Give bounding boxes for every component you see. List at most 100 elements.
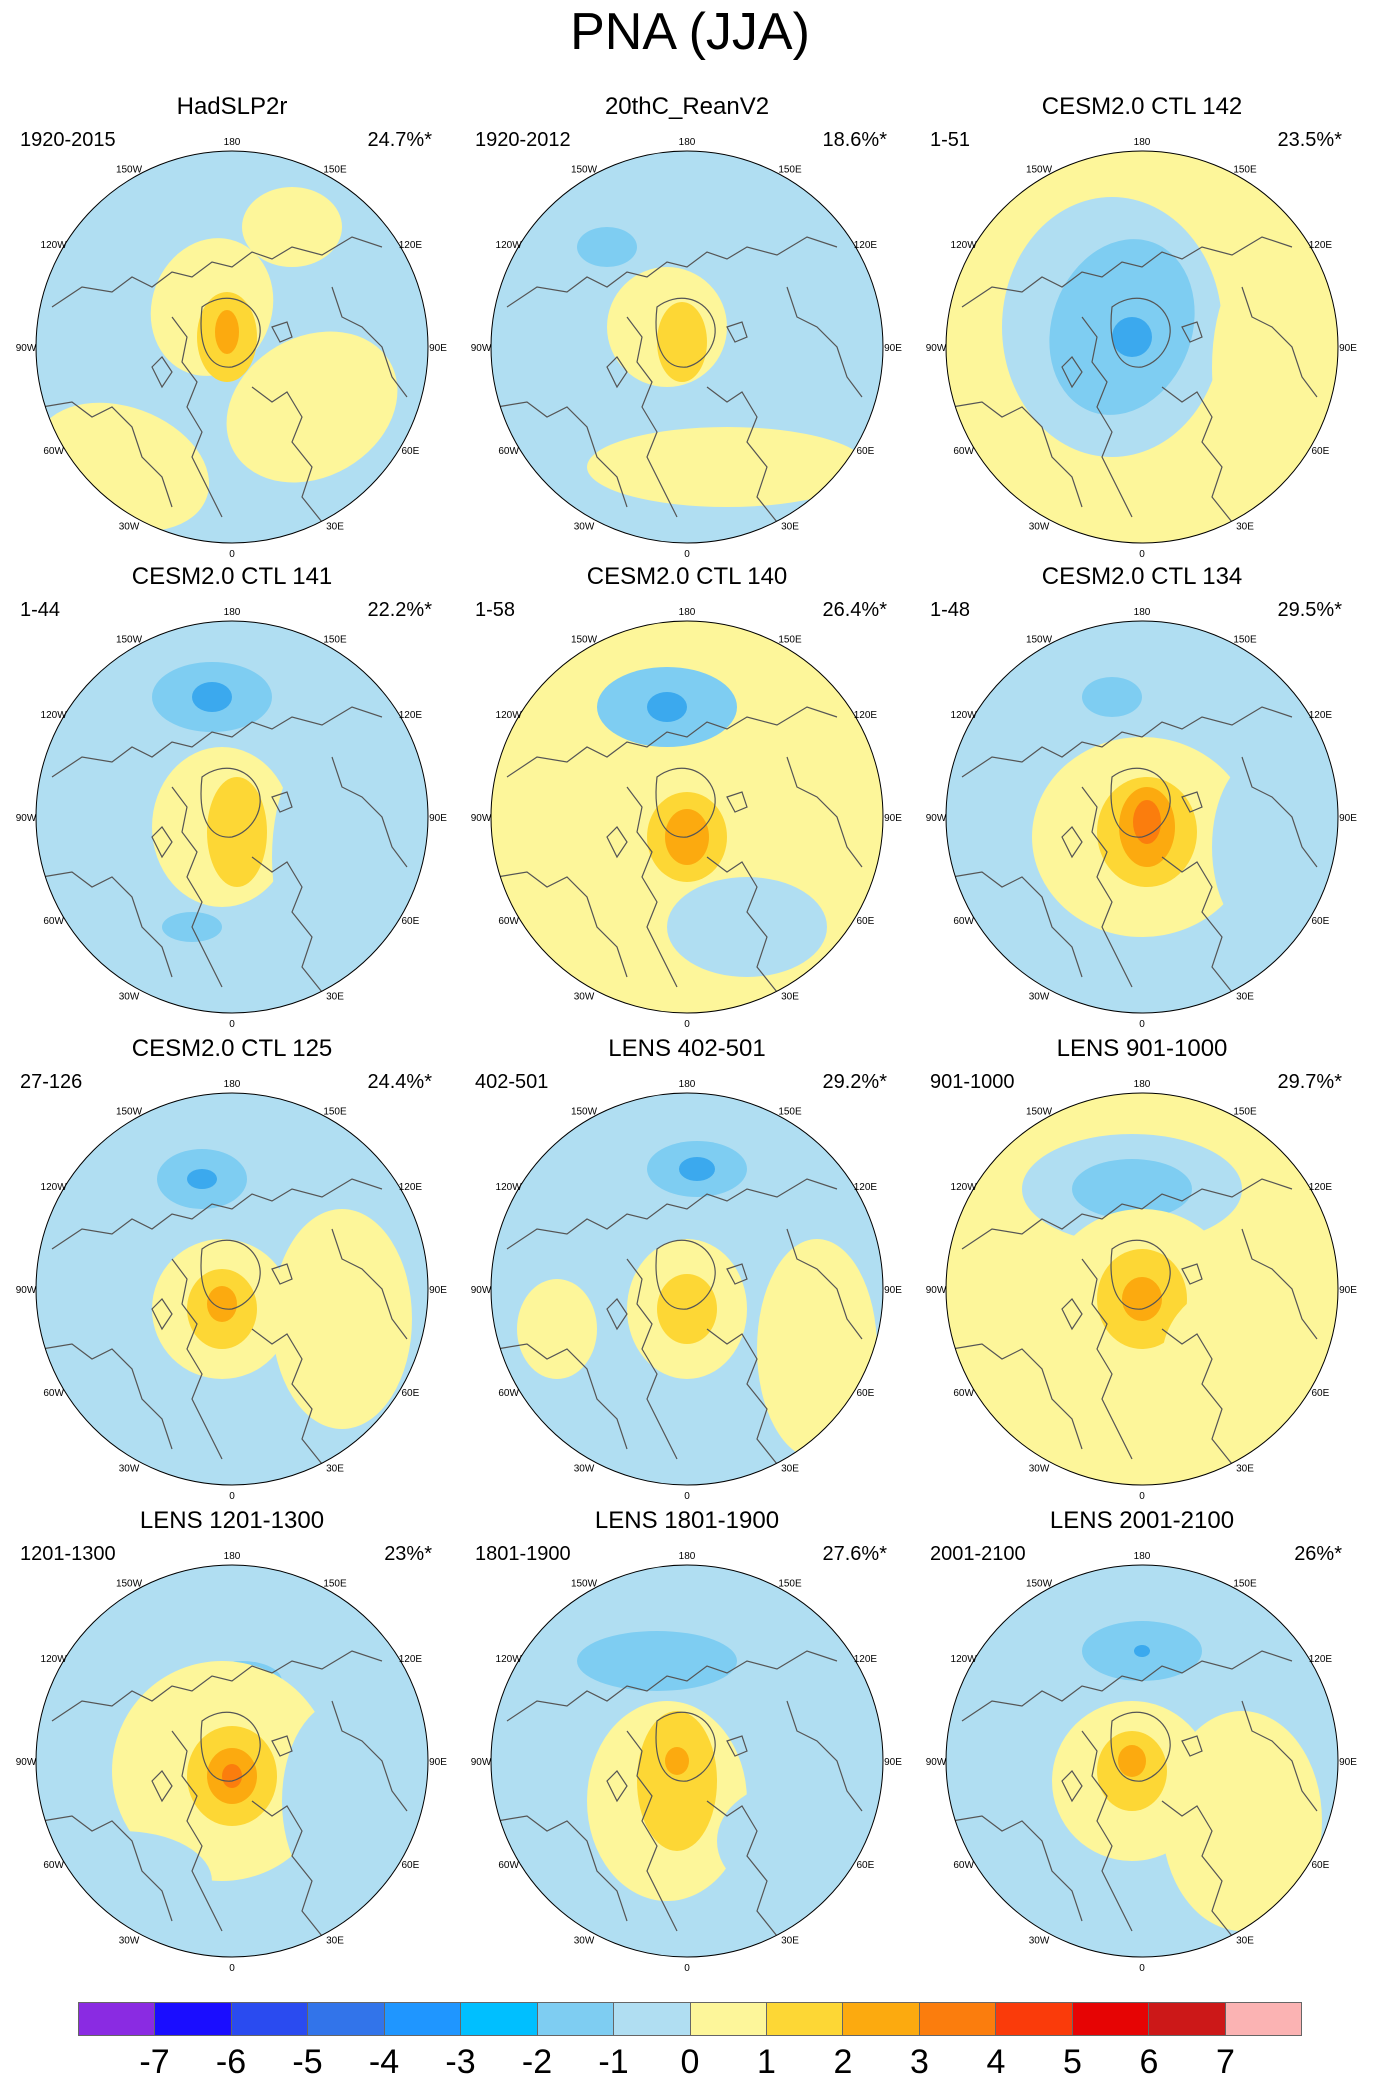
longitude-label: 150W (116, 1107, 143, 1118)
coastline (171, 1730, 223, 1932)
longitude-label: 150E (778, 165, 802, 176)
longitude-label: 30E (781, 521, 799, 532)
coastline (1241, 286, 1318, 398)
longitude-label: 30E (326, 991, 344, 1002)
longitude-label: 150W (116, 165, 143, 176)
longitude-label: 90E (429, 813, 447, 824)
anomaly-contour-region (667, 877, 827, 977)
colorbar-ticks: -7 -6 -5 -4 -3 -2 -1 0 1 2 3 4 5 6 7 (78, 2042, 1302, 2086)
coastline (271, 1735, 293, 1757)
longitude-label: 0 (684, 549, 690, 560)
longitude-label: 90W (926, 343, 947, 354)
longitude-label: 150E (1233, 1579, 1257, 1590)
panel-variance-percent: 22.2%* (367, 599, 433, 621)
colorbar-swatch (1072, 2003, 1150, 2035)
longitude-label: 60E (1312, 1388, 1330, 1399)
longitude-label: 120W (951, 1654, 978, 1665)
longitude-label: 60E (402, 446, 420, 457)
map-panel: LENS 2001-2100 2001-2100 26%* 180 150E 120E 90… (922, 1506, 1362, 1976)
coastline (1161, 1800, 1233, 1937)
anomaly-contour-region (1134, 1645, 1150, 1657)
colorbar-swatch (766, 2003, 844, 2035)
colorbar-tick-label: 0 (680, 2043, 700, 2081)
longitude-label: 150W (1026, 1579, 1053, 1590)
longitude-label: 120W (41, 1182, 68, 1193)
longitude-label: 0 (1139, 1019, 1145, 1030)
panel-title: CESM2.0 CTL 142 (1041, 93, 1243, 120)
longitude-label: 150W (571, 1579, 598, 1590)
longitude-label: 180 (679, 607, 696, 618)
panel-variance-percent: 23.5%* (1277, 129, 1343, 151)
polar-stereographic-map: 180 150E 120E 90E 60E 30E 0 30W 60W 90W 120W 150W (926, 607, 1358, 1030)
longitude-label: 120W (41, 1654, 68, 1665)
coastline (626, 786, 678, 988)
coastline (951, 401, 1083, 508)
longitude-label: 0 (229, 549, 235, 560)
longitude-label: 120E (854, 240, 878, 251)
coastline (1061, 356, 1083, 389)
anomaly-contour-region (215, 310, 239, 354)
longitude-label: 180 (224, 1079, 241, 1090)
longitude-label: 60E (1312, 446, 1330, 457)
colorbar-swatch (843, 2003, 920, 2035)
map-border (490, 1564, 884, 1958)
coastline (655, 1711, 716, 1782)
panel-variance-percent: 29.7%* (1277, 1071, 1343, 1093)
longitude-label: 30W (119, 1935, 140, 1946)
longitude-label: 30E (326, 521, 344, 532)
longitude-label: 120E (1309, 1182, 1333, 1193)
coastline (41, 401, 173, 508)
map-border (945, 1564, 1339, 1958)
map-panel: LENS 402-501 402-501 29.2%* 180 150E 120E 90E 6… (467, 1034, 907, 1504)
longitude-label: 120W (951, 1182, 978, 1193)
anomaly-contour-region (36, 1831, 212, 1931)
longitude-label: 120W (496, 240, 523, 251)
colorbar-swatch (231, 2003, 309, 2035)
longitude-label: 180 (1134, 1551, 1151, 1562)
coastline (496, 871, 628, 978)
longitude-label: 60E (1312, 1860, 1330, 1871)
panel-period: 402-501 (475, 1071, 549, 1093)
colorbar-tick-label: 7 (1216, 2043, 1235, 2081)
coastline (506, 1178, 838, 1250)
polar-stereographic-map: 180 150E 120E 90E 60E 30E 0 30W 60W 90W 120W 150W (471, 137, 903, 560)
longitude-label: 150W (1026, 165, 1053, 176)
longitude-label: 120E (854, 1654, 878, 1665)
coastline (951, 1815, 1083, 1922)
coastline (171, 786, 223, 988)
coastline (1181, 321, 1203, 343)
map-border (490, 150, 884, 544)
longitude-label: 120E (854, 710, 878, 721)
polar-stereographic-map: 180 150E 120E 90E 60E 30E 0 30W 60W 90W 120W 150W (926, 137, 1358, 560)
panel-variance-percent: 24.7%* (367, 129, 433, 151)
coastline (151, 1298, 173, 1331)
coastline (1241, 756, 1318, 868)
panel-period: 901-1000 (930, 1071, 1015, 1093)
panel-variance-percent: 24.4%* (367, 1071, 433, 1093)
coastline (1081, 1730, 1133, 1932)
longitude-label: 120E (1309, 1654, 1333, 1665)
longitude-label: 150W (1026, 1107, 1053, 1118)
colorbar-swatch (308, 2003, 385, 2035)
longitude-label: 0 (1139, 549, 1145, 560)
longitude-label: 60E (402, 1388, 420, 1399)
map-panel: CESM2.0 CTL 125 27-126 24.4%* 180 150E 120E 90… (12, 1034, 452, 1504)
longitude-label: 90E (884, 1757, 902, 1768)
longitude-label: 150W (571, 165, 598, 176)
coastline (271, 1263, 293, 1285)
colorbar-tick-label: -5 (292, 2043, 323, 2081)
longitude-label: 180 (679, 137, 696, 148)
longitude-label: 90E (429, 343, 447, 354)
anomaly-contour-region (517, 1279, 597, 1379)
anomaly-contour-region (1162, 1279, 1338, 1439)
longitude-label: 30W (574, 1935, 595, 1946)
coastline (706, 1800, 778, 1937)
anomaly-contour-region (1112, 317, 1152, 357)
coastline (961, 236, 1293, 308)
colorbar-tick-label: 2 (833, 2043, 853, 2081)
coastline (271, 321, 293, 343)
coastline (655, 1239, 716, 1310)
panel-variance-percent: 26%* (1294, 1543, 1342, 1565)
anomaly-contour-region (665, 1747, 689, 1775)
anomaly-contour-region (1118, 1745, 1146, 1777)
